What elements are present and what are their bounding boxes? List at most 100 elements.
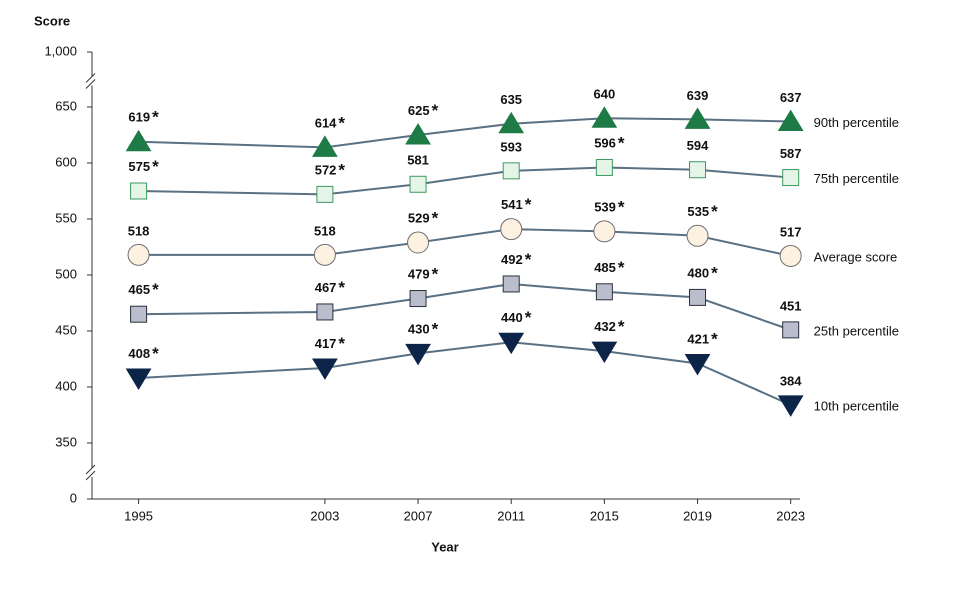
marker — [407, 231, 430, 254]
x-tick-label: 2023 — [776, 508, 805, 523]
y-tick-label: 0 — [70, 490, 77, 505]
marker — [684, 107, 711, 129]
marker — [689, 288, 707, 306]
y-tick-label: 450 — [55, 322, 77, 337]
marker — [127, 243, 150, 266]
marker — [689, 161, 707, 179]
series-line — [138, 341, 792, 406]
axis-break-gap — [84, 468, 100, 477]
data-label: 432 * — [594, 318, 625, 337]
data-label: 421 * — [687, 330, 718, 349]
y-axis-title: Score — [34, 13, 70, 28]
series-label: Average score — [814, 249, 898, 264]
y-tick-label: 1,000 — [44, 43, 77, 58]
data-label: 430 * — [408, 320, 439, 339]
marker — [316, 303, 334, 321]
data-label: 575 * — [128, 157, 159, 176]
axis-break — [85, 73, 96, 83]
data-label: 625 * — [408, 101, 439, 120]
data-label: 596 * — [594, 134, 625, 153]
data-label: 581 — [407, 153, 429, 168]
y-tick-label: 550 — [55, 210, 77, 225]
data-label: 593 — [500, 139, 522, 154]
data-label: 517 — [780, 224, 802, 239]
series-label: 25th percentile — [814, 323, 899, 338]
data-label: 619 * — [128, 108, 159, 127]
data-label: 417 * — [315, 334, 346, 353]
axis-break — [85, 470, 96, 481]
data-label: 529 * — [408, 209, 439, 228]
marker — [502, 162, 520, 180]
x-tick-label: 2011 — [497, 508, 525, 523]
marker — [498, 332, 525, 355]
data-label: 492 * — [501, 250, 532, 269]
data-label: 594 — [687, 138, 709, 153]
data-label: 587 — [780, 146, 802, 161]
data-label: 440 * — [501, 309, 532, 328]
data-label: 518 — [314, 223, 336, 238]
x-tick-label: 2003 — [310, 508, 339, 523]
data-label: 614 * — [315, 114, 346, 133]
marker — [316, 185, 334, 203]
marker — [686, 224, 709, 247]
marker — [782, 321, 800, 339]
marker — [595, 283, 613, 301]
data-label: 637 — [780, 90, 802, 105]
marker — [313, 243, 336, 266]
series-label: 10th percentile — [814, 398, 899, 413]
marker — [125, 368, 152, 391]
x-axis-title: Year — [431, 539, 458, 554]
data-label: 465 * — [128, 281, 159, 300]
marker — [409, 175, 427, 193]
marker — [591, 106, 618, 128]
data-label: 572 * — [315, 161, 346, 180]
x-tick-label: 1995 — [124, 508, 153, 523]
y-tick-label: 400 — [55, 378, 77, 393]
marker — [684, 353, 711, 376]
marker — [591, 341, 618, 364]
data-label: 535 * — [687, 202, 718, 221]
data-label: 639 — [687, 88, 709, 103]
y-tick-label: 650 — [55, 98, 77, 113]
marker — [595, 158, 613, 176]
marker — [312, 358, 338, 380]
marker — [593, 220, 616, 243]
x-tick-label: 2019 — [683, 508, 712, 523]
x-tick-label: 2015 — [590, 508, 619, 523]
marker — [312, 135, 338, 157]
axis-break-gap — [84, 76, 100, 86]
data-label: 408 * — [128, 345, 159, 364]
marker — [125, 129, 152, 152]
marker — [405, 343, 431, 366]
series-label: 75th percentile — [814, 171, 899, 186]
data-label: 451 — [780, 298, 802, 313]
data-label: 541 * — [501, 196, 532, 215]
marker — [405, 123, 431, 145]
marker — [777, 109, 804, 132]
data-label: 539 * — [594, 198, 625, 217]
marker — [777, 395, 804, 417]
data-label: 635 — [500, 92, 522, 107]
x-tick-label: 2007 — [404, 508, 433, 523]
data-label: 479 * — [408, 265, 439, 284]
marker — [498, 111, 525, 134]
marker — [409, 290, 427, 308]
data-label: 518 — [128, 223, 150, 238]
y-tick-label: 500 — [55, 266, 77, 281]
marker — [130, 305, 148, 323]
axis-break — [85, 464, 96, 475]
series-label: 90th percentile — [814, 115, 899, 130]
data-label: 467 * — [315, 278, 346, 297]
marker — [500, 218, 523, 241]
data-label: 485 * — [594, 258, 625, 277]
data-label: 384 — [780, 373, 802, 388]
y-tick-label: 350 — [55, 434, 77, 449]
y-tick-label: 600 — [55, 154, 77, 169]
data-label: 640 — [594, 87, 616, 102]
data-label: 480 * — [687, 264, 718, 283]
axis-break — [85, 79, 96, 89]
marker — [130, 182, 148, 200]
marker — [502, 275, 520, 293]
marker — [779, 244, 802, 267]
